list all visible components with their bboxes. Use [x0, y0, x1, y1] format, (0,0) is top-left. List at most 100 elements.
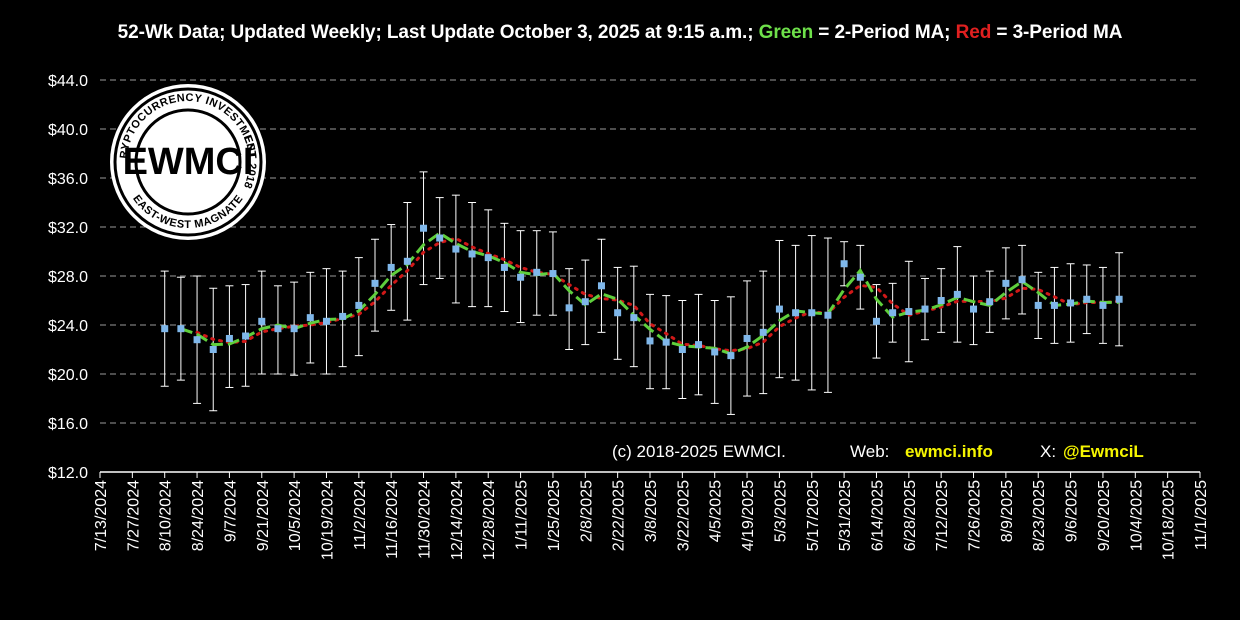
- data-point: [1099, 301, 1107, 309]
- data-point: [970, 305, 978, 313]
- data-point: [290, 325, 298, 333]
- x-tick-label: 12/28/2024: [481, 480, 498, 560]
- data-point: [533, 268, 541, 276]
- footer: (c) 2018-2025 EWMCI. Web: ewmci.info X: …: [612, 442, 1144, 461]
- y-axis-ticks: $12.0 $16.0 $20.0 $24.0 $28.0 $32.0 $36.0 $40.0…: [48, 73, 88, 482]
- x-tick-label: 3/8/2025: [643, 480, 660, 542]
- x-tick-label: 5/3/2025: [772, 480, 789, 542]
- x-tick-label: 6/28/2025: [902, 480, 919, 551]
- data-point: [792, 309, 800, 317]
- footer-web-link[interactable]: ewmci.info: [905, 442, 993, 461]
- y-tick-label: $36.0: [48, 171, 88, 188]
- x-tick-label: 9/21/2024: [255, 480, 272, 551]
- chart-title: 52-Wk Data; Updated Weekly; Last Update …: [0, 22, 1240, 44]
- data-point: [258, 317, 266, 325]
- y-tick-label: $40.0: [48, 122, 88, 139]
- data-point: [775, 305, 783, 313]
- data-point: [840, 260, 848, 268]
- title-red-word: Red: [955, 22, 992, 43]
- x-tick-label: 9/20/2025: [1096, 480, 1113, 551]
- data-point: [872, 317, 880, 325]
- data-point: [209, 346, 217, 353]
- x-tick-label: 12/14/2024: [449, 480, 466, 560]
- x-tick-label: 6/14/2025: [869, 480, 886, 551]
- data-point: [1018, 276, 1026, 284]
- data-point: [420, 224, 428, 232]
- data-point: [711, 348, 719, 356]
- x-tick-label: 7/27/2024: [125, 480, 142, 551]
- data-points: [161, 224, 1123, 360]
- footer-web-label: Web:: [850, 442, 889, 461]
- x-tick-label: 11/2/2024: [352, 480, 369, 550]
- footer-copyright: (c) 2018-2025 EWMCI.: [612, 442, 786, 461]
- x-tick-label: 2/8/2025: [578, 480, 595, 542]
- x-tick-label: 8/24/2024: [190, 480, 207, 551]
- x-tick-label: 11/30/2024: [417, 480, 434, 559]
- ewmci-logo: CRYPTOCURRENCY INVESTMENTS EAST-WEST MAG…: [110, 84, 266, 240]
- x-tick-label: 4/19/2025: [740, 480, 757, 551]
- data-point: [953, 290, 961, 298]
- data-point: [274, 325, 282, 333]
- logo-main-text: EWMCI: [123, 141, 254, 183]
- y-tick-label: $28.0: [48, 269, 88, 286]
- data-point: [484, 254, 492, 262]
- data-point: [549, 270, 557, 278]
- data-point: [468, 250, 476, 258]
- x-tick-label: 11/1/2025: [1193, 480, 1210, 550]
- ma2-polyline: [180, 231, 1120, 356]
- data-point: [339, 312, 347, 320]
- x-tick-label: 7/12/2025: [934, 480, 951, 551]
- data-point: [662, 338, 670, 346]
- data-point: [614, 309, 622, 317]
- x-tick-label: 9/7/2024: [222, 480, 239, 542]
- x-tick-label: 7/13/2024: [93, 480, 110, 551]
- data-point: [193, 336, 201, 344]
- ma2-line: [180, 231, 1120, 356]
- data-point: [322, 317, 330, 325]
- data-point: [597, 282, 605, 290]
- data-point: [646, 337, 654, 345]
- x-tick-label: 11/16/2024: [384, 480, 401, 559]
- data-point: [856, 273, 864, 281]
- y-tick-label: $20.0: [48, 367, 88, 384]
- x-tick-label: 7/26/2025: [967, 480, 984, 551]
- x-tick-label: 9/6/2025: [1064, 480, 1081, 542]
- data-point: [905, 308, 913, 316]
- data-point: [1083, 295, 1091, 303]
- data-point: [727, 352, 735, 360]
- data-point: [1067, 299, 1075, 307]
- data-point: [824, 311, 832, 319]
- data-point: [678, 346, 686, 353]
- data-point: [889, 309, 897, 317]
- data-point: [986, 298, 994, 306]
- title-green-suffix: = 2-Period MA;: [818, 22, 951, 43]
- y-tick-label: $12.0: [48, 465, 88, 482]
- y-tick-label: $24.0: [48, 318, 88, 335]
- logo-inner-ring: [134, 108, 242, 216]
- data-point: [436, 234, 444, 242]
- data-point: [387, 263, 395, 271]
- data-point: [225, 334, 233, 342]
- x-tick-label: 4/5/2025: [708, 480, 725, 542]
- data-point: [565, 304, 573, 312]
- x-tick-label: 10/19/2024: [319, 480, 336, 560]
- x-tick-label: 8/9/2025: [999, 480, 1016, 542]
- logo-ring-right-text: EST. 2018: [241, 134, 258, 190]
- data-point: [500, 263, 508, 271]
- data-point: [581, 298, 589, 306]
- gridlines: [100, 79, 1200, 473]
- data-point: [1115, 295, 1123, 303]
- data-point: [161, 325, 169, 333]
- data-point: [452, 245, 460, 253]
- x-tick-label: 10/5/2024: [287, 480, 304, 551]
- logo-outer-disc: [110, 84, 266, 240]
- footer-x-handle[interactable]: @EwmciL: [1063, 442, 1144, 461]
- data-point: [937, 297, 945, 304]
- data-point: [759, 328, 767, 336]
- logo-outer-ring: [113, 87, 263, 237]
- x-tick-label: 2/22/2025: [611, 480, 628, 551]
- data-point: [242, 332, 250, 340]
- data-point: [371, 279, 379, 287]
- x-tick-label: 1/11/2025: [514, 480, 531, 550]
- x-tick-label: 10/4/2025: [1128, 480, 1145, 551]
